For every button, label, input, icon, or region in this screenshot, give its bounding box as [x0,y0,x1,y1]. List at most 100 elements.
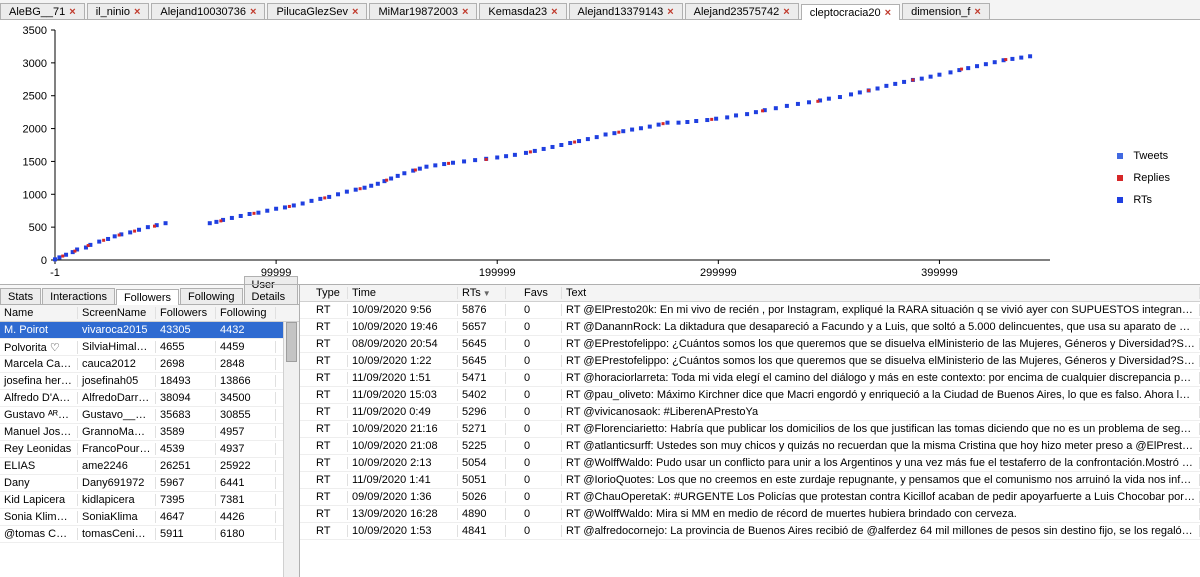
top-tab-cleptocracia20[interactable]: cleptocracia20× [801,4,900,20]
tweets-cell: 0 [520,423,562,435]
tweets-cell: 5645 [458,338,506,350]
close-icon[interactable]: × [783,7,789,18]
tweets-cell: RT [312,474,348,486]
tweets-row[interactable]: RT09/09/2020 1:3650260RT @ChauOperetaK: … [300,489,1200,506]
top-tab-PilucaGlezSev[interactable]: PilucaGlezSev× [267,3,367,19]
top-tab-Kemasda23[interactable]: Kemasda23× [479,3,566,19]
tweets-col-favs[interactable]: Favs [520,287,562,299]
close-icon[interactable]: × [462,7,468,18]
svg-text:-1: -1 [50,267,60,279]
followers-row[interactable]: DanyDany69197259676441 [0,475,299,492]
tweets-col-text[interactable]: Text [562,287,1200,299]
tweets-row[interactable]: RT11/09/2020 1:4150510RT @IorioQuotes: L… [300,472,1200,489]
tweets-row[interactable]: RT10/09/2020 1:5348410RT @alfredocornejo… [300,523,1200,540]
tweets-cell: 10/09/2020 1:22 [348,355,458,367]
tweets-row[interactable]: RT11/09/2020 15:0354020RT @pau_oliveto: … [300,387,1200,404]
tweets-row[interactable]: RT10/09/2020 9:5658760RT @ElPresto20k: E… [300,302,1200,319]
followers-row[interactable]: Manuel Jose …GrannoManuel35894957 [0,424,299,441]
tweets-cell: 4841 [458,525,506,537]
tweets-col-time[interactable]: Time [348,287,458,299]
followers-row[interactable]: Kid Lapicerakidlapicera73957381 [0,492,299,509]
top-tab-Alejand10030736[interactable]: Alejand10030736× [151,3,265,19]
followers-row[interactable]: Polvorita ♡SilviaHimalaya46554459 [0,339,299,356]
followers-cell: 5911 [156,528,216,540]
legend-item-replies: Replies [1117,172,1170,184]
followers-cell: ame2246 [78,460,156,472]
tweets-row[interactable]: RT08/09/2020 20:5456450RT @EPrestofelipp… [300,336,1200,353]
subtab-following[interactable]: Following [180,288,242,304]
tweets-cell: 0 [520,525,562,537]
top-tab-AleBG__71[interactable]: AleBG__71× [0,3,85,19]
tweets-cell: RT [312,355,348,367]
followers-row[interactable]: @tomas Ceni…tomasCenicer…59116180 [0,526,299,543]
followers-col-followers[interactable]: Followers [156,307,216,319]
followers-row[interactable]: Sonia Klimavi…SoniaKlima46474426 [0,509,299,526]
tweets-cell: 09/09/2020 1:36 [348,491,458,503]
followers-cell: cauca2012 [78,358,156,370]
subtab-stats[interactable]: Stats [0,288,41,304]
tweets-cell: 11/09/2020 15:03 [348,389,458,401]
tweets-row[interactable]: RT10/09/2020 21:0852250RT @atlanticsurff… [300,438,1200,455]
tweets-row[interactable]: RT10/09/2020 21:1652710RT @Florenciariet… [300,421,1200,438]
tweets-cell: 10/09/2020 1:53 [348,525,458,537]
tweets-col-rts[interactable]: RTs▼ [458,287,506,299]
tweets-cell: RT [312,321,348,333]
followers-cell: SoniaKlima [78,511,156,523]
tweets-cell: 11/09/2020 1:41 [348,474,458,486]
close-icon[interactable]: × [667,7,673,18]
top-tab-il_ninio[interactable]: il_ninio× [87,3,150,19]
tweets-row[interactable]: RT10/09/2020 19:4656570RT @DanannRock: L… [300,319,1200,336]
followers-row[interactable]: ELIASame22462625125922 [0,458,299,475]
followers-row[interactable]: Gustavo ᴬᴿ☺…Gustavo__Ol…3568330855 [0,407,299,424]
tweets-row[interactable]: RT11/09/2020 0:4952960RT @vivicanosaok: … [300,404,1200,421]
legend-swatch [1117,153,1123,159]
followers-cell: 4539 [156,443,216,455]
followers-row[interactable]: M. Poirotvivaroca2015433054432 [0,322,299,339]
close-icon[interactable]: × [69,7,75,18]
followers-cell: 43305 [156,324,216,336]
svg-text:1500: 1500 [23,156,47,168]
close-icon[interactable]: × [551,7,557,18]
followers-cell: Rey Leonidas [0,443,78,455]
svg-text:2500: 2500 [23,91,47,103]
followers-cell: 30855 [216,409,276,421]
followers-col-name[interactable]: Name [0,307,78,319]
close-icon[interactable]: × [134,7,140,18]
followers-cell: @tomas Ceni… [0,528,78,540]
tweets-row[interactable]: RT11/09/2020 1:5154710RT @horaciorlarret… [300,370,1200,387]
followers-scrollbar[interactable] [283,322,299,577]
top-tab-label: dimension_f [911,6,970,18]
tweets-row[interactable]: RT10/09/2020 2:1350540RT @WolffWaldo: Pu… [300,455,1200,472]
top-tab-Alejand23575742[interactable]: Alejand23575742× [685,3,799,19]
followers-row[interactable]: Alfredo D'ArrigoAlfredoDarrigo3809434500 [0,390,299,407]
followers-col-screenname[interactable]: ScreenName [78,307,156,319]
followers-cell: 26251 [156,460,216,472]
subtab-followers[interactable]: Followers [116,289,179,305]
tweets-row[interactable]: RT13/09/2020 16:2848900RT @WolffWaldo: M… [300,506,1200,523]
close-icon[interactable]: × [974,7,980,18]
followers-cell: SilviaHimalaya [78,341,156,353]
scrollbar-thumb[interactable] [286,322,297,362]
close-icon[interactable]: × [885,8,891,19]
tweets-cell: RT @EPrestofelippo: ¿Cuántos somos los q… [562,338,1200,350]
top-tab-MiMar19872003[interactable]: MiMar19872003× [369,3,477,19]
followers-cell: josefina herrera [0,375,78,387]
followers-row[interactable]: Marcela Caucacauca201226982848 [0,356,299,373]
close-icon[interactable]: × [250,7,256,18]
followers-row[interactable]: josefina herrerajosefinah051849313866 [0,373,299,390]
legend-label: Replies [1133,172,1170,184]
tweets-col-type[interactable]: Type [312,287,348,299]
top-tab-dimension_f[interactable]: dimension_f × [902,3,990,19]
legend-swatch [1117,197,1123,203]
tweets-cell: 5876 [458,304,506,316]
followers-col-following[interactable]: Following [216,307,276,319]
subtab-interactions[interactable]: Interactions [42,288,115,304]
followers-cell: 4647 [156,511,216,523]
close-icon[interactable]: × [352,7,358,18]
followers-cell: 2698 [156,358,216,370]
tweets-cell: 5657 [458,321,506,333]
followers-row[interactable]: Rey LeonidasFrancoPourcel45394937 [0,441,299,458]
tweets-row[interactable]: RT10/09/2020 1:2256450RT @EPrestofelippo… [300,353,1200,370]
followers-cell: Alfredo D'Arrigo [0,392,78,404]
top-tab-Alejand13379143[interactable]: Alejand13379143× [569,3,683,19]
